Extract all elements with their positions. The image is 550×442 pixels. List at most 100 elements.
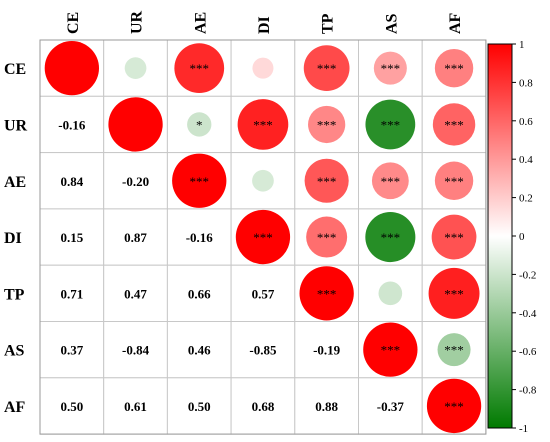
cell-AS-DI	[230, 321, 296, 379]
colorbar-tick-label: 0.2	[519, 193, 533, 205]
significance-label-CE-AF: ***	[444, 61, 464, 76]
cell-AF-AS	[358, 377, 423, 435]
corr-circle-DI-TP	[306, 216, 348, 258]
cell-DI-UR	[103, 208, 168, 266]
column-label-AE: AE	[192, 12, 209, 34]
significance-label-AE-AF: ***	[444, 174, 464, 189]
corr-circle-UR-AS	[365, 99, 416, 150]
corr-circle-UR-DI	[237, 99, 289, 150]
column-label-UR: UR	[129, 10, 146, 34]
corr-value-AF-DI: 0.68	[252, 399, 275, 414]
corr-value-AF-AS: -0.37	[377, 399, 405, 414]
cell-DI-CE	[39, 208, 105, 266]
corr-circle-CE-AS	[373, 51, 407, 85]
corr-value-TP-AE: 0.66	[188, 286, 211, 301]
colorbar-tick-label: -0.2	[519, 269, 536, 281]
significance-label-AS-AF: ***	[444, 343, 464, 358]
corr-circle-CE-AF	[434, 48, 474, 88]
corr-circle-UR-UR	[108, 97, 163, 152]
corr-value-TP-DI: 0.57	[252, 286, 275, 301]
corr-circle-CE-AE	[174, 43, 225, 94]
axis-labels: CE UR AE DI TP AS AF CE UR AE DI TP AS AF	[4, 10, 464, 416]
corr-circle-AS-AS	[363, 322, 418, 377]
row-label-UR: UR	[4, 117, 28, 134]
colorbar-tick-label: 0.6	[519, 116, 533, 128]
matrix-marks: *** *** *** ***-0.16 * *** *** *** ***0.84 -0.20 *…	[44, 41, 482, 434]
corr-value-TP-CE: 0.71	[60, 286, 83, 301]
corr-circle-CE-UR	[124, 57, 147, 80]
significance-label-CE-AS: ***	[381, 61, 401, 76]
significance-label-AE-AE: ***	[190, 174, 210, 189]
significance-label-DI-TP: ***	[317, 230, 337, 245]
cell-AS-UR	[103, 321, 168, 379]
colorbar-tick-label: -0.4	[519, 308, 537, 320]
column-label-AF: AF	[447, 12, 464, 34]
colorbar-tick-label: 1	[519, 39, 525, 51]
corr-circle-AE-AS	[371, 162, 409, 200]
colorbar-tick-label: 0.8	[519, 77, 533, 89]
corr-value-AS-UR: -0.84	[122, 343, 150, 358]
corr-value-AS-DI: -0.85	[249, 343, 277, 358]
corr-value-AE-CE: 0.84	[60, 174, 83, 189]
colorbar-gradient	[487, 43, 513, 429]
corr-value-AS-CE: 0.37	[60, 343, 83, 358]
cell-TP-AE	[166, 264, 232, 323]
colorbar-tick-label: 0.4	[519, 154, 533, 166]
corr-value-DI-AE: -0.16	[186, 230, 214, 245]
cell-AS-TP	[294, 321, 359, 379]
significance-label-AE-AS: ***	[381, 174, 401, 189]
corr-circle-AF-AF	[426, 378, 482, 434]
corr-value-AS-TP: -0.19	[313, 343, 341, 358]
corr-value-AS-AE: 0.46	[188, 343, 211, 358]
significance-label-DI-DI: ***	[253, 230, 273, 245]
corr-circle-CE-TP	[303, 45, 350, 92]
row-label-AF: AF	[4, 399, 26, 416]
corr-value-AF-AE: 0.50	[188, 399, 211, 414]
row-label-AE: AE	[4, 174, 26, 191]
cell-AF-AE	[166, 377, 232, 435]
corr-value-AF-CE: 0.50	[60, 399, 83, 414]
corr-value-AE-UR: -0.20	[122, 174, 149, 189]
corr-circle-AS-AF	[437, 333, 471, 367]
cell-AE-UR	[103, 152, 168, 210]
significance-label-UR-TP: ***	[317, 117, 337, 132]
significance-label-DI-AS: ***	[381, 230, 401, 245]
colorbar: 1 0.8 0.6 0.4 0.2 0 -0.2 -0.4 -0.6 -0.8 -1	[487, 39, 537, 435]
corr-value-UR-CE: -0.16	[58, 117, 86, 132]
colorbar-tick-label: -0.6	[519, 346, 537, 358]
corr-circle-TP-AS	[378, 281, 403, 306]
colorbar-tick-label: -0.8	[519, 385, 537, 397]
significance-label-AF-AF: ***	[444, 399, 464, 414]
column-label-CE: CE	[65, 12, 82, 34]
significance-label-UR-AE: *	[196, 117, 203, 132]
significance-label-DI-AF: ***	[444, 230, 464, 245]
corr-circle-DI-AF	[431, 214, 477, 260]
significance-label-UR-AF: ***	[444, 117, 464, 132]
significance-label-CE-TP: ***	[317, 61, 337, 76]
cell-AS-CE	[39, 321, 105, 379]
column-label-TP: TP	[320, 13, 337, 34]
corr-circle-AE-AE	[172, 153, 227, 208]
row-label-DI: DI	[4, 230, 22, 247]
corr-circle-TP-AF	[428, 267, 480, 319]
significance-label-UR-AS: ***	[381, 117, 401, 132]
cell-AF-TP	[294, 377, 359, 435]
corr-circle-CE-DI	[252, 57, 274, 79]
row-label-AS: AS	[4, 343, 25, 360]
corr-circle-DI-DI	[235, 209, 291, 265]
colorbar-tick-label: -1	[519, 423, 528, 435]
corr-value-AF-TP: 0.88	[315, 399, 338, 414]
significance-label-UR-DI: ***	[253, 117, 273, 132]
corr-circle-AE-TP	[304, 158, 349, 203]
significance-label-CE-AE: ***	[190, 61, 210, 76]
corr-value-AF-UR: 0.61	[124, 399, 147, 414]
corr-value-DI-CE: 0.15	[60, 230, 83, 245]
cell-AF-DI	[230, 377, 296, 435]
corr-circle-DI-AS	[365, 212, 416, 263]
significance-label-AS-AS: ***	[381, 343, 401, 358]
significance-label-TP-TP: ***	[317, 286, 337, 301]
cell-TP-CE	[39, 264, 105, 323]
corr-circle-UR-TP	[308, 105, 346, 144]
column-label-AS: AS	[383, 13, 400, 34]
